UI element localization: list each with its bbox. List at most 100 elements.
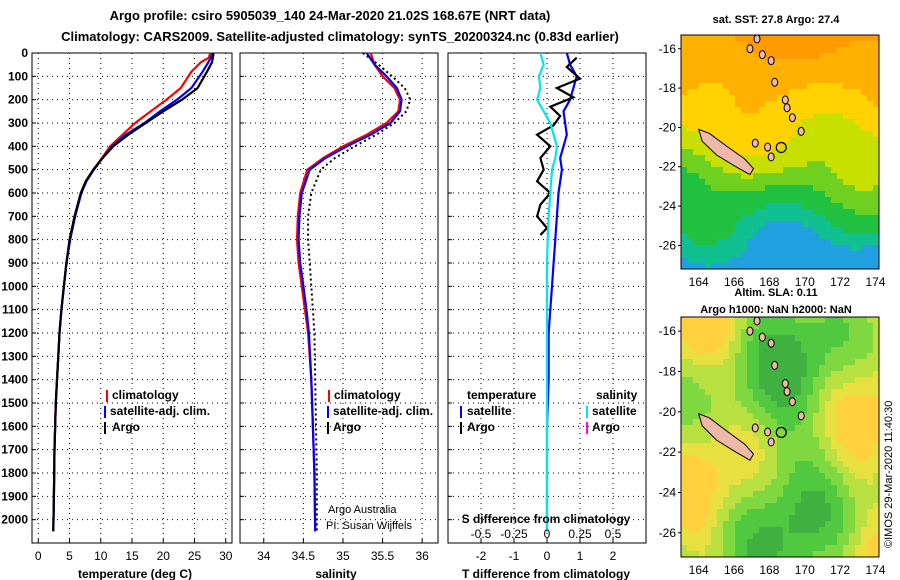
map-cell (867, 77, 874, 84)
map-cell (681, 503, 688, 510)
map-cell (711, 323, 718, 330)
map-cell (789, 161, 796, 168)
map-cell (795, 545, 802, 552)
map-cell (771, 179, 778, 186)
map-cell (765, 479, 772, 486)
map-cell (843, 35, 850, 42)
map-cell (687, 59, 694, 66)
map-cell (831, 341, 838, 348)
map-cell (813, 467, 820, 474)
island (767, 437, 775, 447)
map-cell (759, 77, 766, 84)
map-cell (681, 131, 688, 138)
map-cell (873, 443, 879, 450)
map-cell (777, 455, 784, 462)
map-cell (867, 467, 874, 474)
map-cell (765, 329, 772, 336)
map-cell (783, 197, 790, 204)
map-cell (867, 179, 874, 186)
map-cell (729, 329, 736, 336)
map-cell (795, 239, 802, 246)
map-cell (729, 359, 736, 366)
map-cell (855, 515, 862, 522)
map-cell (789, 497, 796, 504)
difference-top-title: S difference from climatology (462, 512, 631, 526)
map-cell (735, 389, 742, 396)
map-cell (693, 491, 700, 498)
map-cell (861, 497, 868, 504)
map-cell (807, 341, 814, 348)
map-cell (849, 113, 856, 120)
salinity-panel: 34 34.5 35 35.5 36 (239, 52, 439, 563)
map-cell (813, 221, 820, 228)
map-cell (867, 413, 874, 420)
map-cell (801, 539, 808, 546)
map-cell (741, 503, 748, 510)
map-cell (753, 461, 760, 468)
map-cell (825, 251, 832, 258)
map-cell (867, 353, 874, 360)
map-cell (687, 215, 694, 222)
map-cell (729, 389, 736, 396)
map-cell (831, 203, 838, 210)
map-cell (825, 335, 832, 342)
map-cell (849, 509, 856, 516)
map-cell (681, 89, 688, 96)
map-cell (837, 371, 844, 378)
map-cell (777, 137, 784, 144)
map-cell (807, 389, 814, 396)
map-cell (867, 365, 874, 372)
map-cell (771, 131, 778, 138)
map-cell (711, 461, 718, 468)
map-cell (801, 407, 808, 414)
map-cell (687, 317, 694, 324)
map-cell (741, 203, 748, 210)
map-cell (711, 161, 718, 168)
map-cell (759, 203, 766, 210)
map-cell (693, 35, 700, 42)
map-cell (795, 101, 802, 108)
map-cell (789, 431, 796, 438)
map-cell (699, 383, 706, 390)
map-cell (753, 371, 760, 378)
map-cell (807, 437, 814, 444)
map-cell (873, 149, 879, 156)
map-cell (699, 71, 706, 78)
map-cell (783, 155, 790, 162)
map-cell (861, 173, 868, 180)
map-cell (789, 221, 796, 228)
map-cell (819, 503, 826, 510)
map-cell (837, 419, 844, 426)
map-cell (687, 533, 694, 540)
map-cell (789, 35, 796, 42)
legend-satellite: satellite-adj. clim. (333, 404, 433, 418)
map-cell (789, 203, 796, 210)
map-cell (753, 539, 760, 546)
map-cell (765, 209, 772, 216)
map-cell (711, 107, 718, 114)
map-cell (831, 185, 838, 192)
map-cell (735, 455, 742, 462)
map-cell (837, 551, 844, 557)
lon-tick-label: 170 (795, 275, 815, 289)
map-cell (777, 35, 784, 42)
map-cell (759, 113, 766, 120)
map-cell (699, 41, 706, 48)
map-cell (819, 347, 826, 354)
map-cell (687, 53, 694, 60)
map-cell (753, 257, 760, 264)
map-cell (777, 167, 784, 174)
map-cell (711, 545, 718, 552)
map-cell (699, 113, 706, 120)
map-cell (777, 503, 784, 510)
map-cell (681, 491, 688, 498)
map-cell (759, 233, 766, 240)
map-cell (693, 107, 700, 114)
map-cell (855, 491, 862, 498)
x-tick-label: 34.5 (292, 549, 316, 563)
map-cell (687, 395, 694, 402)
map-cell (783, 395, 790, 402)
map-cell (849, 515, 856, 522)
map-cell (705, 215, 712, 222)
map-cell (735, 467, 742, 474)
